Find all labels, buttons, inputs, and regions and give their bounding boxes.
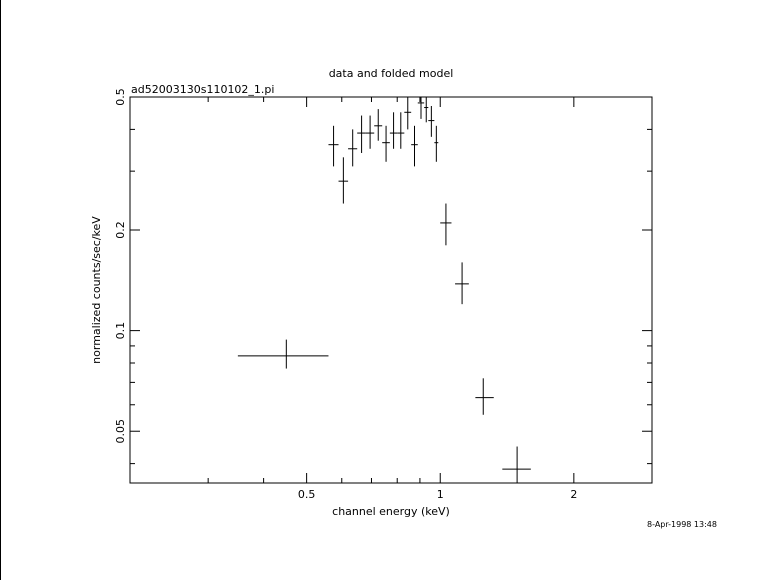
axis-tick-labels: 0.5 1 2 0.05 0.1 0.2 0.5: [114, 88, 577, 501]
data-point: [411, 125, 418, 167]
data-point: [348, 129, 358, 167]
window-left-border: [0, 0, 1, 580]
plot-frame: [129, 96, 653, 484]
data-point: [365, 115, 375, 149]
data-point: [417, 97, 425, 119]
data-point: [374, 109, 383, 141]
data-point: [424, 97, 429, 123]
x-tick-label: 0.5: [298, 488, 316, 501]
chart-title: data and folded model: [329, 67, 454, 80]
data-point: [440, 203, 452, 246]
data-point: [404, 97, 412, 130]
data-point: [502, 446, 531, 483]
y-tick-label: 0.5: [114, 88, 127, 106]
data-point: [475, 378, 494, 415]
chart-subtitle: ad52003130s110102_1.pi: [131, 83, 274, 96]
y-axis-label: normalized counts/sec/keV: [90, 216, 103, 364]
x-tick-label: 1: [437, 488, 444, 501]
timestamp: 8-Apr-1998 13:48: [647, 520, 717, 529]
x-tick-label: 2: [570, 488, 577, 501]
data-point: [237, 339, 329, 369]
data-point: [389, 112, 398, 149]
y-tick-label: 0.1: [114, 322, 127, 340]
data-point: [328, 125, 339, 167]
y-tick-label: 0.05: [114, 419, 127, 444]
data-point: [397, 112, 405, 149]
y-tick-label: 0.2: [114, 221, 127, 239]
x-axis-label: channel energy (keV): [332, 505, 450, 518]
axis-ticks: [130, 96, 653, 483]
data-point: [428, 105, 435, 137]
data-point: [357, 115, 366, 153]
data-point: [434, 125, 439, 162]
data-point: [455, 262, 469, 305]
data-point: [382, 125, 390, 162]
data-point: [338, 157, 349, 204]
data-points: [237, 97, 531, 483]
